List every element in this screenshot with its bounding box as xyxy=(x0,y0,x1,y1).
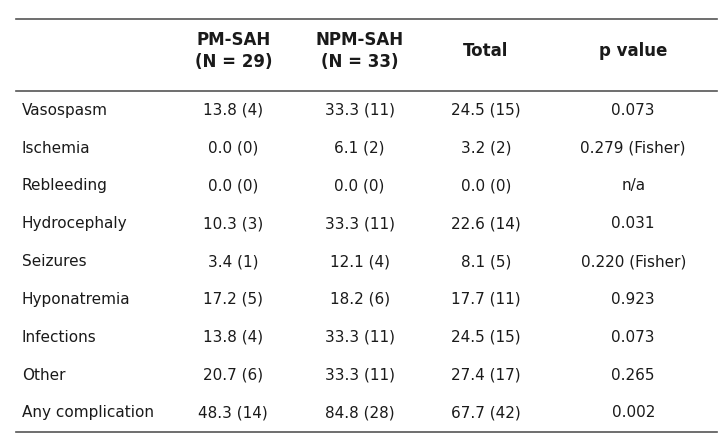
Text: 0.265: 0.265 xyxy=(611,368,655,383)
Text: p value: p value xyxy=(599,42,667,60)
Text: 0.0 (0): 0.0 (0) xyxy=(335,179,385,194)
Text: 17.2 (5): 17.2 (5) xyxy=(203,292,264,307)
Text: 3.2 (2): 3.2 (2) xyxy=(460,141,511,156)
Text: 0.073: 0.073 xyxy=(611,103,655,118)
Text: 0.923: 0.923 xyxy=(611,292,655,307)
Text: Hydrocephaly: Hydrocephaly xyxy=(22,216,127,231)
Text: 20.7 (6): 20.7 (6) xyxy=(203,368,264,383)
Text: 0.0 (0): 0.0 (0) xyxy=(208,179,258,194)
Text: Any complication: Any complication xyxy=(22,405,154,420)
Text: 13.8 (4): 13.8 (4) xyxy=(203,330,264,345)
Text: Other: Other xyxy=(22,368,65,383)
Text: 22.6 (14): 22.6 (14) xyxy=(451,216,521,231)
Text: 67.7 (42): 67.7 (42) xyxy=(451,405,521,420)
Text: Total: Total xyxy=(463,42,508,60)
Text: 0.279 (Fisher): 0.279 (Fisher) xyxy=(581,141,686,156)
Text: 0.031: 0.031 xyxy=(611,216,655,231)
Text: 24.5 (15): 24.5 (15) xyxy=(451,330,521,345)
Text: 13.8 (4): 13.8 (4) xyxy=(203,103,264,118)
Text: 33.3 (11): 33.3 (11) xyxy=(325,368,395,383)
Text: 0.002: 0.002 xyxy=(611,405,655,420)
Text: NPM-SAH
(N = 33): NPM-SAH (N = 33) xyxy=(316,30,404,71)
Text: 27.4 (17): 27.4 (17) xyxy=(451,368,521,383)
Text: 48.3 (14): 48.3 (14) xyxy=(198,405,268,420)
Text: 0.0 (0): 0.0 (0) xyxy=(461,179,511,194)
Text: 8.1 (5): 8.1 (5) xyxy=(461,254,511,269)
Text: 33.3 (11): 33.3 (11) xyxy=(325,103,395,118)
Text: 17.7 (11): 17.7 (11) xyxy=(451,292,521,307)
Text: 0.0 (0): 0.0 (0) xyxy=(208,141,258,156)
Text: 18.2 (6): 18.2 (6) xyxy=(330,292,390,307)
Text: 6.1 (2): 6.1 (2) xyxy=(335,141,385,156)
Text: Infections: Infections xyxy=(22,330,97,345)
Text: Vasospasm: Vasospasm xyxy=(22,103,107,118)
Text: 33.3 (11): 33.3 (11) xyxy=(325,216,395,231)
Text: 84.8 (28): 84.8 (28) xyxy=(325,405,394,420)
Text: 0.073: 0.073 xyxy=(611,330,655,345)
Text: Ischemia: Ischemia xyxy=(22,141,90,156)
Text: 24.5 (15): 24.5 (15) xyxy=(451,103,521,118)
Text: Seizures: Seizures xyxy=(22,254,86,269)
Text: 3.4 (1): 3.4 (1) xyxy=(208,254,258,269)
Text: 12.1 (4): 12.1 (4) xyxy=(330,254,390,269)
Text: 10.3 (3): 10.3 (3) xyxy=(203,216,264,231)
Text: n/a: n/a xyxy=(621,179,645,194)
Text: Rebleeding: Rebleeding xyxy=(22,179,107,194)
Text: PM-SAH
(N = 29): PM-SAH (N = 29) xyxy=(195,30,272,71)
Text: 0.220 (Fisher): 0.220 (Fisher) xyxy=(581,254,686,269)
Text: Hyponatremia: Hyponatremia xyxy=(22,292,130,307)
Text: 33.3 (11): 33.3 (11) xyxy=(325,330,395,345)
